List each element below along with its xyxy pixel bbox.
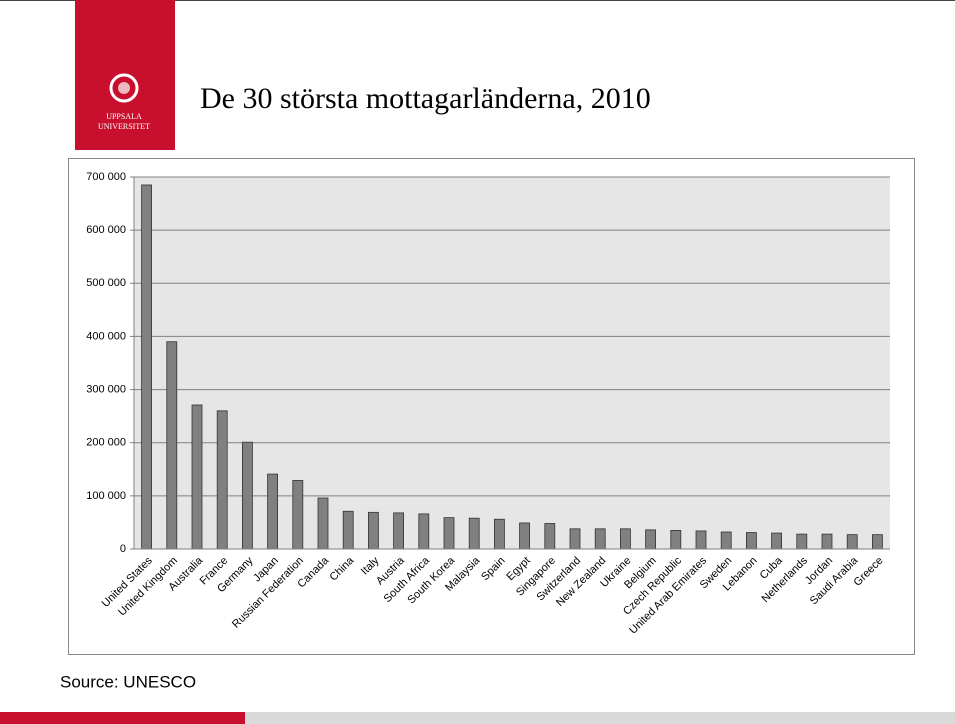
bar bbox=[569, 528, 581, 550]
bar bbox=[342, 510, 354, 550]
bar bbox=[746, 532, 757, 550]
bar bbox=[292, 480, 304, 550]
bar bbox=[872, 534, 883, 550]
logo-seal-core bbox=[118, 82, 130, 94]
bar bbox=[544, 523, 556, 550]
y-tick-label: 600 000 bbox=[86, 224, 126, 236]
bar bbox=[367, 511, 379, 550]
bar bbox=[418, 513, 430, 550]
bar bbox=[695, 530, 707, 550]
bar bbox=[241, 441, 253, 550]
bar bbox=[267, 473, 279, 550]
bar bbox=[821, 533, 833, 550]
bar bbox=[191, 404, 203, 550]
footer-gray bbox=[245, 712, 955, 724]
bar bbox=[670, 530, 682, 550]
bar bbox=[493, 518, 505, 550]
bar bbox=[796, 533, 808, 550]
logo-text: UPPSALA bbox=[106, 112, 142, 121]
bar bbox=[166, 341, 178, 550]
footer-red bbox=[0, 712, 245, 724]
bar bbox=[519, 522, 530, 550]
chart-title: De 30 största mottagarländerna, 2010 bbox=[200, 82, 651, 115]
top-border bbox=[0, 0, 955, 1]
bar bbox=[645, 529, 656, 550]
bar bbox=[720, 531, 732, 550]
bar bbox=[846, 534, 858, 550]
y-tick-label: 400 000 bbox=[86, 330, 126, 342]
bar bbox=[216, 410, 228, 550]
y-tick-label: 300 000 bbox=[86, 383, 126, 395]
y-tick-label: 500 000 bbox=[86, 277, 126, 289]
bar bbox=[594, 528, 606, 550]
bar bbox=[317, 497, 329, 550]
logo-seal bbox=[109, 73, 139, 103]
bar bbox=[443, 517, 455, 550]
bar bbox=[468, 517, 480, 550]
logo-text: UNIVERSITET bbox=[98, 122, 150, 131]
bar bbox=[393, 512, 405, 550]
y-tick-label: 0 bbox=[120, 543, 126, 555]
plot-area bbox=[134, 177, 890, 549]
bar bbox=[771, 532, 782, 550]
y-tick-label: 700 000 bbox=[86, 171, 126, 183]
y-tick-label: 200 000 bbox=[86, 437, 126, 449]
y-tick-label: 100 000 bbox=[86, 490, 126, 502]
source: Source: UNESCO bbox=[60, 672, 196, 691]
bar bbox=[620, 528, 631, 550]
bar bbox=[141, 184, 153, 550]
